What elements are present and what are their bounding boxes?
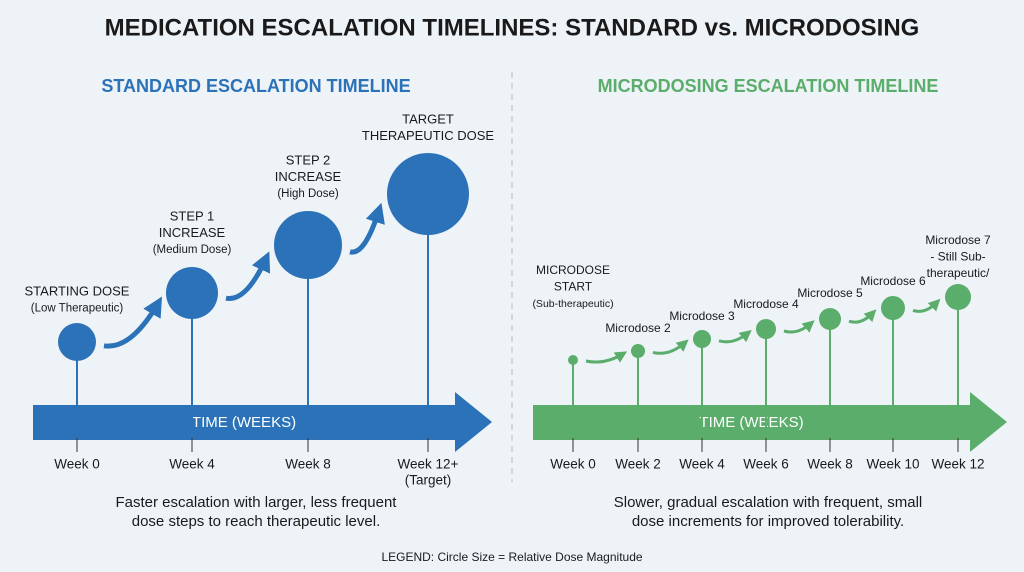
legend: LEGEND: Circle Size = Relative Dose Magn… [381, 550, 642, 564]
stage-label: Microdose 5 [797, 286, 863, 300]
stage-label: TARGET [402, 111, 454, 126]
stage-label: Microdose 2 [605, 321, 671, 335]
caption: Faster escalation with larger, less freq… [116, 494, 398, 511]
week-label: Week 12 [931, 457, 984, 472]
stage-label: (Sub-therapeutic) [532, 298, 613, 310]
stage-label: START [554, 280, 593, 294]
stage-label: (Low Therapeutic) [31, 303, 124, 315]
caption: Slower, gradual escalation with frequent… [614, 494, 923, 511]
step-arrow [718, 329, 752, 344]
stage-label: STEP 1 [170, 208, 215, 223]
stage-label: INCREASE [159, 225, 226, 240]
week-label: Week 8 [285, 457, 331, 472]
heading: STANDARD ESCALATION TIMELINE [101, 76, 410, 96]
dose-circle [631, 344, 645, 358]
step-arrow [912, 298, 941, 313]
stage-label: - Still Sub- [930, 250, 985, 264]
dose-circle [58, 323, 96, 361]
stage-label: therapeutic/ [927, 266, 990, 280]
time-arrow [33, 392, 492, 452]
stage-label: Microdose 4 [733, 297, 799, 311]
dose-circle [881, 296, 905, 320]
caption: dose increments for improved tolerabilit… [632, 513, 904, 530]
dose-circle [166, 267, 218, 319]
step-arrow [103, 296, 163, 349]
week-label: Week 10 [866, 457, 919, 472]
dose-circle [568, 355, 578, 365]
dose-circle [387, 153, 469, 235]
stage-label: THERAPEUTIC DOSE [362, 128, 495, 143]
stage-label: Microdose 6 [860, 274, 926, 288]
step-arrow [652, 339, 689, 355]
axis-label: TIME (WEEKS) [699, 414, 803, 431]
week-label: Week 4 [169, 457, 215, 472]
dose-circle [756, 319, 776, 339]
dose-circle [274, 211, 342, 279]
step-arrow [225, 251, 271, 301]
step-arrow [349, 202, 385, 255]
week-label: Week 0 [550, 457, 596, 472]
stage-label: MICRODOSE [536, 263, 610, 277]
caption: dose steps to reach therapeutic level. [132, 513, 380, 530]
step-arrow [848, 309, 877, 324]
stage-label: STARTING DOSE [25, 283, 130, 298]
axis-label: TIME (WEEKS) [192, 414, 296, 431]
stage-label: Microdose 7 [925, 233, 991, 247]
week-label: Week 12+ [398, 457, 459, 472]
title: MEDICATION ESCALATION TIMELINES: STANDAR… [105, 14, 920, 41]
week-label: Week 4 [679, 457, 725, 472]
dose-circle [693, 330, 711, 348]
step-arrow [783, 320, 815, 334]
week-label: (Target) [405, 473, 452, 488]
heading: MICRODOSING ESCALATION TIMELINE [598, 76, 939, 96]
stage-label: Microdose 3 [669, 309, 735, 323]
stage-label: (High Dose) [277, 188, 339, 200]
stage-label: STEP 2 [286, 152, 331, 167]
stage-label: (Medium Dose) [153, 244, 232, 256]
dose-circle [945, 284, 971, 310]
week-label: Week 6 [743, 457, 789, 472]
week-label: Week 0 [54, 457, 100, 472]
time-arrow [533, 392, 1007, 452]
dose-circle [819, 308, 841, 330]
step-arrow [585, 351, 628, 364]
stage-label: INCREASE [275, 169, 342, 184]
week-label: Week 8 [807, 457, 853, 472]
week-label: Week 2 [615, 457, 661, 472]
